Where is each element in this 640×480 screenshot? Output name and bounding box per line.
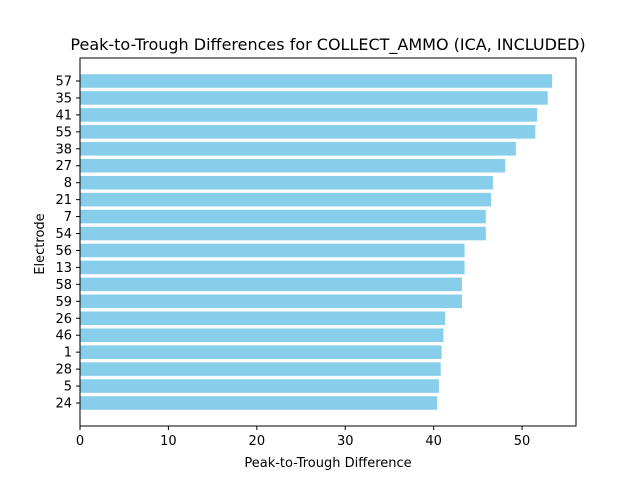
y-tick-label: 8 [64,176,72,191]
bar-electrode-24 [80,396,438,410]
y-tick-label: 24 [55,397,72,412]
bar-electrode-5 [80,379,439,393]
y-tick-label: 7 [64,210,72,225]
x-tick-label: 40 [425,434,442,449]
bar-electrode-13 [80,260,465,275]
y-tick-label: 26 [55,312,72,327]
y-tick-label: 21 [55,193,72,208]
y-tick-label: 55 [55,125,72,140]
x-tick-label: 30 [337,434,354,449]
bar-electrode-46 [80,328,444,342]
bar-electrode-21 [80,192,492,207]
y-tick-label: 5 [64,380,72,395]
y-tick-label: 41 [55,108,72,123]
bar-electrode-54 [80,226,486,241]
bar-electrode-27 [80,158,506,173]
bars-group [80,74,553,410]
y-tick-label: 57 [55,75,72,90]
y-tick-label: 27 [55,159,72,174]
bar-electrode-28 [80,362,441,376]
bar-electrode-58 [80,277,462,292]
bar-electrode-8 [80,175,493,190]
y-axis-label: Electrode [33,213,48,274]
y-tick-label: 54 [55,227,72,242]
y-tick-label: 58 [55,278,72,293]
x-tick-label: 20 [249,434,266,449]
x-ticks-group: 0 10 20 30 40 50 [76,426,530,449]
y-tick-label: 28 [55,363,72,378]
x-axis-label: Peak-to-Trough Difference [244,456,411,471]
bar-electrode-1 [80,345,442,359]
bar-electrode-56 [80,243,465,258]
y-tick-label: 46 [55,329,72,344]
bar-electrode-38 [80,142,516,156]
y-tick-label: 35 [55,91,72,106]
bar-electrode-7 [80,209,486,224]
bar-electrode-41 [80,108,538,122]
x-tick-label: 0 [76,434,84,449]
chart-title: Peak-to-Trough Differences for COLLECT_A… [70,35,585,55]
bar-electrode-59 [80,294,462,309]
bar-electrode-57 [80,74,553,88]
y-tick-label: 38 [55,142,72,157]
plot-frame [79,57,577,427]
bar-electrode-26 [80,311,446,326]
x-tick-label: 10 [160,434,177,449]
y-tick-label: 13 [55,261,72,276]
x-tick-label: 50 [514,434,531,449]
y-tick-label: 56 [55,244,72,259]
y-tick-label: 59 [55,295,72,310]
bar-electrode-35 [80,91,548,105]
y-tick-label: 1 [64,346,72,361]
bar-electrode-55 [80,125,536,139]
